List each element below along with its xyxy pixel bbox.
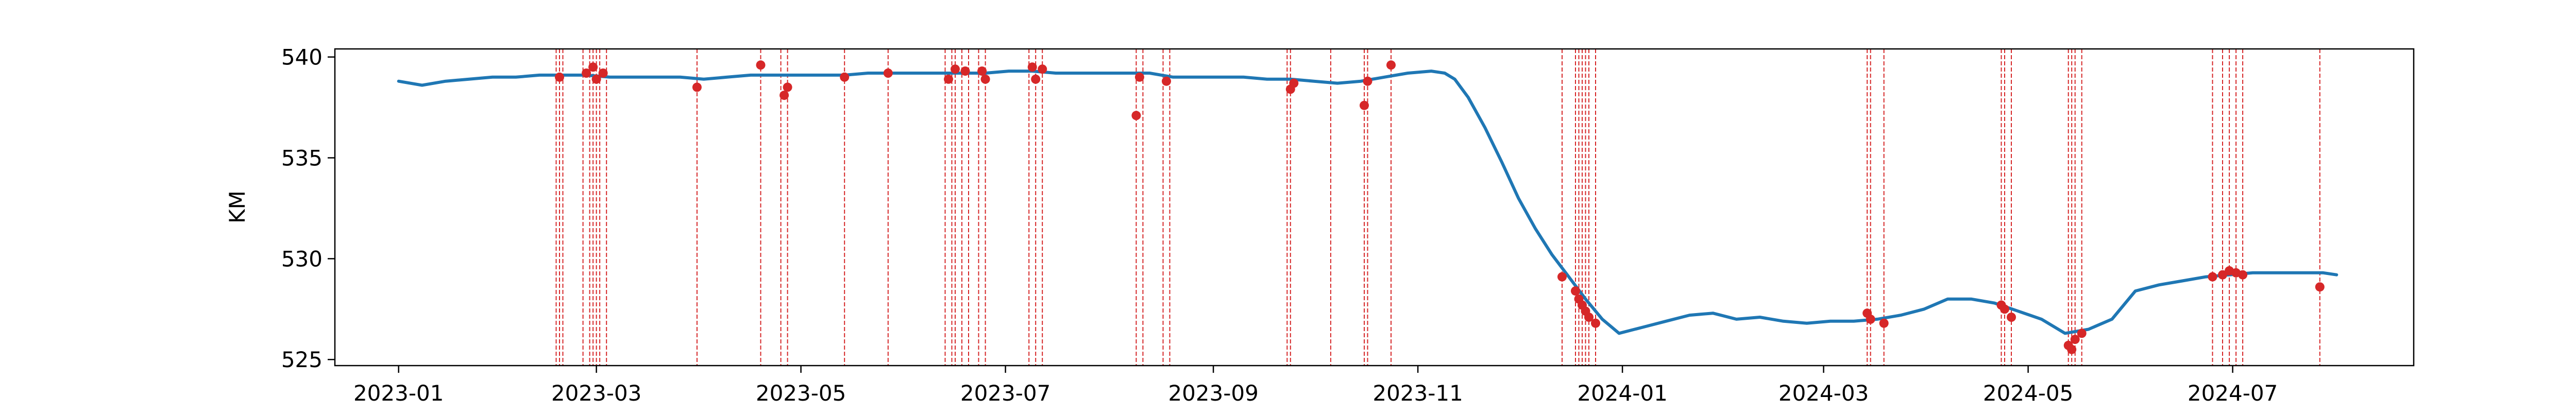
- event-point: [1879, 318, 1889, 328]
- plot-frame: [334, 48, 2415, 367]
- x-tick-label: 2024-01: [1577, 381, 1668, 406]
- event-point: [783, 82, 792, 92]
- x-tick-label: 2023-01: [353, 381, 444, 406]
- x-tick-label: 2023-11: [1372, 381, 1463, 406]
- y-tick-label: 535: [281, 146, 323, 171]
- y-tick-label: 540: [281, 45, 323, 70]
- event-point: [2007, 313, 2016, 322]
- event-point: [591, 74, 601, 84]
- y-axis: 525 530 535 540: [281, 45, 335, 372]
- event-point: [598, 68, 608, 78]
- event-point: [1360, 100, 1369, 110]
- event-point: [1591, 318, 1600, 328]
- event-point-layer: [555, 60, 2325, 354]
- event-point: [692, 82, 702, 92]
- x-axis: 2023-01 2023-03 2023-05 2023-07 2023-09 2023-…: [353, 366, 2278, 406]
- event-point: [1866, 314, 1875, 324]
- event-point: [756, 60, 766, 70]
- x-tick-label: 2024-07: [2188, 381, 2278, 406]
- event-point: [1571, 286, 1580, 296]
- x-tick-label: 2023-09: [1168, 381, 1259, 406]
- event-point: [588, 62, 598, 72]
- event-point: [977, 66, 987, 76]
- event-point: [1031, 74, 1041, 84]
- event-point: [840, 72, 850, 82]
- event-point: [1557, 272, 1567, 282]
- y-tick-label: 525: [281, 347, 323, 372]
- event-point: [582, 68, 591, 78]
- event-point: [555, 72, 564, 82]
- event-point: [1363, 76, 1372, 86]
- event-point: [2218, 270, 2227, 280]
- event-point: [2067, 344, 2077, 354]
- event-point: [980, 74, 990, 84]
- event-point: [2315, 282, 2325, 292]
- x-tick-label: 2024-03: [1778, 381, 1869, 406]
- event-point: [1584, 313, 1594, 322]
- event-point: [1038, 64, 1047, 74]
- event-point: [1134, 72, 1144, 82]
- x-tick-label: 2024-05: [1983, 381, 2074, 406]
- event-point: [2070, 335, 2080, 344]
- event-point: [883, 68, 893, 78]
- x-tick-label: 2023-05: [756, 381, 846, 406]
- event-point: [951, 64, 960, 74]
- event-point: [1027, 62, 1037, 72]
- event-point: [2208, 272, 2217, 282]
- event-line-layer: [555, 49, 2320, 366]
- event-point: [779, 91, 789, 100]
- event-point: [960, 66, 970, 76]
- y-tick-label: 530: [281, 246, 323, 271]
- x-tick-label: 2023-03: [551, 381, 642, 406]
- event-point: [1131, 111, 1141, 120]
- event-point: [2238, 270, 2248, 280]
- event-point: [2077, 329, 2087, 338]
- x-tick-label: 2023-07: [960, 381, 1051, 406]
- event-point: [1162, 76, 1171, 86]
- event-point: [1289, 78, 1299, 88]
- event-point: [2000, 304, 2009, 314]
- y-axis-label: KM: [225, 191, 250, 223]
- event-point: [1386, 60, 1396, 70]
- event-point: [944, 74, 953, 84]
